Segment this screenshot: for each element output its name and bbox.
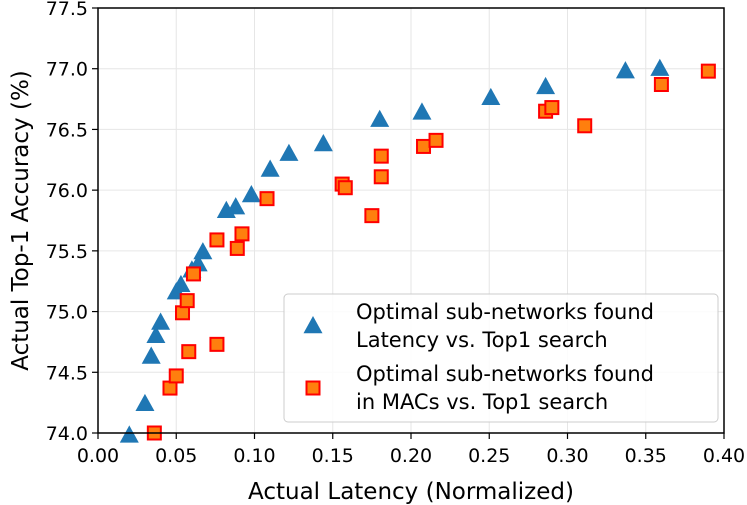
square-point bbox=[162, 380, 178, 396]
square-point bbox=[209, 232, 225, 248]
triangle-point bbox=[412, 102, 432, 120]
y-axis-label: Actual Top-1 Accuracy (%) bbox=[8, 70, 34, 371]
legend-label: in MACs vs. Top1 search bbox=[356, 390, 608, 414]
y-tick-label: 76.0 bbox=[46, 180, 88, 202]
x-tick-label: 0.05 bbox=[155, 445, 197, 467]
square-point bbox=[577, 118, 593, 134]
triangle-point bbox=[146, 325, 166, 344]
x-tick-label: 0.25 bbox=[468, 445, 510, 467]
square-point bbox=[181, 344, 197, 360]
legend-box bbox=[283, 293, 719, 423]
square-point bbox=[168, 368, 184, 384]
square-point bbox=[700, 63, 716, 79]
triangle-point bbox=[193, 242, 213, 260]
legend-label: Latency vs. Top1 search bbox=[356, 328, 608, 352]
legend-label: Optimal sub-networks found bbox=[356, 362, 654, 386]
triangle-point bbox=[370, 109, 390, 127]
square-point bbox=[428, 132, 444, 148]
triangle-point bbox=[151, 312, 171, 330]
x-tick-label: 0.20 bbox=[390, 445, 432, 467]
triangle-point bbox=[313, 134, 333, 152]
square-point bbox=[185, 266, 201, 282]
y-tick-label: 74.0 bbox=[46, 423, 88, 445]
square-point bbox=[337, 180, 353, 196]
x-tick-label: 0.30 bbox=[546, 445, 588, 467]
x-tick-label: 0.10 bbox=[233, 445, 275, 467]
y-tick-label: 75.5 bbox=[46, 241, 88, 263]
data-points bbox=[119, 58, 716, 443]
y-tick-label: 77.0 bbox=[46, 59, 88, 81]
square-point bbox=[229, 240, 245, 256]
square-point bbox=[653, 77, 669, 92]
x-tick-label: 0.35 bbox=[625, 445, 667, 467]
square-point bbox=[234, 226, 250, 242]
triangle-point bbox=[615, 61, 635, 79]
triangle-point bbox=[481, 87, 501, 106]
square-point bbox=[259, 191, 275, 207]
axis-ticks: 0.00 0.05 0.10 0.15 0.20 0.25 0.30 0.35 0.40 74.0… bbox=[46, 0, 745, 467]
y-tick-label: 77.5 bbox=[46, 0, 88, 20]
triangle-point bbox=[141, 346, 161, 364]
legend: Optimal sub-networks found Latency vs. To… bbox=[283, 293, 719, 423]
y-tick-label: 75.0 bbox=[46, 302, 88, 324]
triangle-point bbox=[135, 393, 155, 412]
square-point bbox=[373, 169, 389, 185]
square-point bbox=[179, 293, 195, 309]
x-tick-label: 0.40 bbox=[703, 445, 745, 467]
legend-label: Optimal sub-networks found bbox=[356, 300, 654, 324]
legend-square-icon bbox=[305, 380, 321, 396]
triangle-point bbox=[119, 425, 139, 443]
square-point bbox=[364, 208, 380, 224]
square-point bbox=[209, 336, 225, 352]
x-tick-label: 0.00 bbox=[77, 445, 119, 467]
y-tick-label: 76.5 bbox=[46, 119, 88, 141]
x-tick-label: 0.15 bbox=[312, 445, 354, 467]
square-point bbox=[373, 148, 389, 164]
x-axis-label: Actual Latency (Normalized) bbox=[248, 479, 574, 505]
square-point bbox=[416, 138, 432, 154]
triangle-point bbox=[241, 185, 261, 203]
series-2 bbox=[146, 63, 716, 441]
legend-triangle-icon bbox=[303, 316, 323, 334]
triangle-point bbox=[279, 143, 299, 161]
triangle-point bbox=[650, 58, 670, 76]
y-tick-label: 74.5 bbox=[46, 362, 88, 384]
triangle-point bbox=[226, 197, 246, 215]
triangle-point bbox=[171, 274, 191, 293]
square-point bbox=[544, 100, 560, 116]
square-point bbox=[175, 305, 191, 321]
plot-frame bbox=[97, 7, 725, 434]
triangle-point bbox=[260, 159, 280, 177]
triangle-point bbox=[536, 76, 556, 95]
